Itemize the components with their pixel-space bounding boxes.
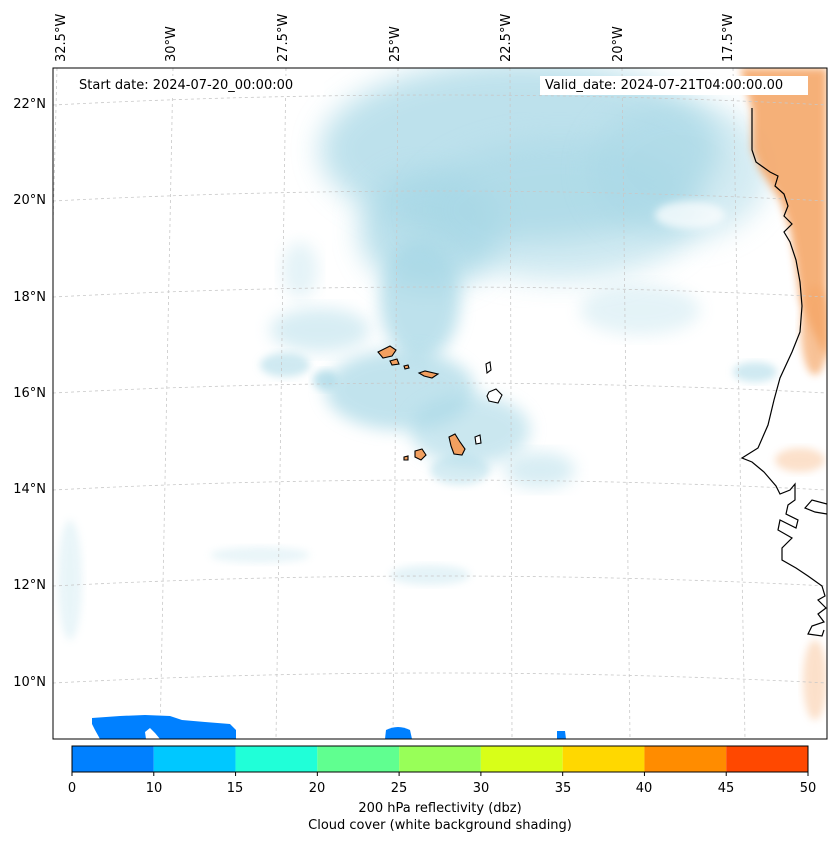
lat-label-10n: 10°N (13, 675, 46, 690)
colorbar-tick-40: 40 (635, 781, 653, 796)
colorbar-segment-1 (153, 746, 236, 772)
lat-label-18n: 18°N (13, 290, 46, 305)
lat-label-12n: 12°N (13, 578, 46, 593)
lon-label-27-5w: 27.5°W (276, 13, 291, 62)
lon-label-32-5w: 32.5°W (54, 13, 69, 62)
colorbar-segment-4 (399, 746, 481, 772)
island-boa-vista (486, 388, 503, 404)
colorbar-segment-5 (480, 746, 563, 772)
colorbar-frame (71, 745, 809, 773)
island-maio (474, 434, 482, 445)
island-sal (485, 361, 492, 375)
colorbar-tick-15: 15 (226, 781, 244, 796)
lon-label-30w: 30°W (164, 26, 179, 62)
colorbar-label: 200 hPa reflectivity (dbz) (358, 801, 522, 816)
reflectivity-contours (92, 715, 566, 739)
gridlines (53, 68, 827, 739)
map-frame (52, 67, 828, 740)
lat-label-14n: 14°N (13, 482, 46, 497)
island-fogo (414, 448, 427, 461)
colorbar-segment-7 (644, 746, 727, 772)
reflectivity-cell-east (557, 731, 566, 739)
cloud-cover-shading (58, 68, 777, 640)
valid-date-label: Valid_date: 2024-07-21T04:00:00.00 (540, 76, 808, 95)
colorbar-sublabel: Cloud cover (white background shading) (308, 818, 572, 833)
colorbar-tick-30: 30 (472, 781, 490, 796)
lat-label-20n: 20°N (13, 193, 46, 208)
lon-label-25w: 25°W (388, 26, 403, 62)
reflectivity-cell-west (92, 715, 236, 739)
island-sao-vicente (389, 358, 400, 366)
lon-label-17-5w: 17.5°W (721, 13, 736, 62)
colorbar-segment-2 (235, 746, 318, 772)
start-date-label: Start date: 2024-07-20_00:00:00 (74, 76, 324, 95)
colorbar-tick-50: 50 (799, 781, 817, 796)
island-santo-antao (377, 345, 397, 359)
island-santiago (448, 433, 466, 456)
island-sao-nicolau (417, 370, 440, 379)
lat-label-16n: 16°N (13, 386, 46, 401)
colorbar-tick-25: 25 (390, 781, 408, 796)
land-temperature-shading (655, 68, 827, 720)
colorbar-segment-8 (726, 746, 808, 772)
coastline (740, 108, 827, 637)
colorbar-segment-3 (317, 746, 400, 772)
cape-verde-islands (377, 345, 503, 461)
lon-label-22-5w: 22.5°W (499, 13, 514, 62)
colorbar-tick-45: 45 (717, 781, 735, 796)
island-santa-luzia (403, 364, 410, 370)
lon-label-20w: 20°W (611, 26, 626, 62)
lat-label-22n: 22°N (13, 97, 46, 112)
colorbar-segment-0 (72, 746, 154, 772)
colorbar-tick-35: 35 (554, 781, 572, 796)
colorbar (71, 745, 809, 776)
reflectivity-cell-center (385, 727, 412, 739)
colorbar-tick-10: 10 (145, 781, 163, 796)
colorbar-segment-6 (562, 746, 645, 772)
colorbar-tick-0: 0 (67, 781, 77, 796)
map-panel (53, 68, 827, 739)
coastline-inlet (803, 499, 827, 515)
colorbar-tick-20: 20 (308, 781, 326, 796)
island-brava (403, 455, 409, 461)
